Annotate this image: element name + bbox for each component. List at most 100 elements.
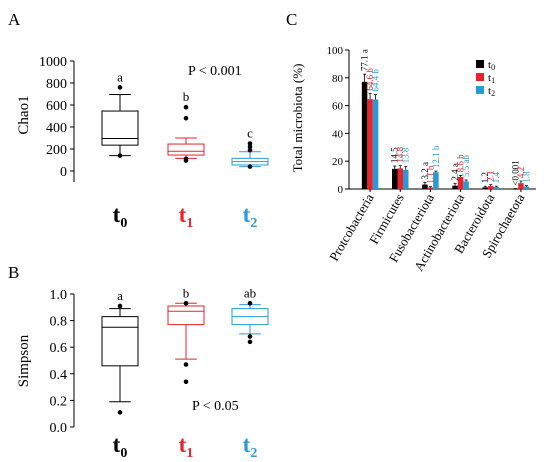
panel-b-pvalue: P < 0.05	[192, 399, 239, 414]
significance-letter: a	[117, 288, 123, 303]
data-label: 5.5 ab	[461, 154, 471, 176]
data-label: 64.6 b	[365, 68, 375, 91]
bar-t2	[433, 172, 439, 189]
data-label: 14.8	[395, 146, 405, 162]
y-tick-label: 200	[46, 143, 67, 158]
outlier-point	[183, 104, 189, 110]
outlier-point	[117, 410, 123, 415]
outlier-point	[247, 334, 253, 339]
data-label: 3.2 a	[420, 162, 430, 180]
box-group-t2: c t2	[231, 126, 269, 231]
y-tick-label: 1.0	[50, 288, 68, 303]
data-label: 1.1 b	[425, 165, 435, 184]
data-label: 13.8	[401, 147, 411, 163]
bar-t2	[463, 181, 469, 189]
y-tick-label: 80	[332, 73, 344, 85]
group-label: t2	[243, 432, 258, 461]
bar-t0	[361, 81, 368, 189]
data-label: 12.1 b	[431, 145, 441, 168]
outlier-point	[247, 339, 253, 345]
iqr-box	[167, 143, 205, 156]
outlier-point	[247, 301, 253, 306]
panel-b-boxplot: Simpson P < 0.05 0.0 0.2 0.4 0.6 0.8 1.0 a t0 b t…	[16, 285, 269, 461]
data-label: 2.4 a	[450, 163, 460, 181]
outlier-point	[183, 379, 189, 385]
box-group-t1: b t1	[167, 285, 205, 461]
data-label: 77.1 a	[360, 49, 370, 71]
y-tick-label: 400	[46, 121, 67, 136]
y-tick-label: 0.6	[50, 341, 68, 356]
panel-b-letter: B	[8, 263, 19, 282]
box-group-t1: b t1	[167, 89, 205, 231]
panel-a-letter: A	[8, 10, 21, 29]
y-tick-label: 100	[327, 45, 344, 57]
bar-t2	[493, 187, 499, 189]
group-label: t0	[113, 202, 128, 231]
panel-a-ylabel: Chao1	[16, 95, 32, 134]
outlier-point	[183, 156, 189, 162]
bar-t1	[427, 187, 434, 189]
legend-swatch-t2	[476, 86, 484, 94]
significance-letter: b	[183, 285, 190, 300]
bar-t0	[512, 188, 519, 190]
panel-a-pvalue: P < 0.001	[188, 64, 242, 79]
iqr-box	[167, 305, 205, 326]
panel-c-ylabel: Total microbiota (%)	[290, 64, 305, 173]
panel-b-ylabel: Simpson	[16, 334, 32, 387]
group-label: t1	[179, 202, 194, 231]
significance-letter: a	[117, 69, 123, 84]
y-tick-label: 40	[332, 128, 344, 140]
legend-label-t1: t1	[488, 72, 495, 85]
y-tick-label: 20	[332, 156, 344, 168]
data-label: 1.4	[491, 171, 501, 183]
significance-letter: b	[183, 89, 190, 104]
bar-t0	[452, 185, 458, 189]
category-label: Protcobacteria	[326, 191, 377, 264]
bar-t0	[482, 187, 488, 189]
y-tick-label: 0	[60, 165, 67, 180]
y-tick-label: 0.2	[50, 394, 68, 409]
y-tick-label: 0.0	[50, 421, 68, 436]
y-tick-label: 0	[338, 184, 344, 196]
data-label: 4.2	[516, 167, 526, 178]
box-group-t0: a t0	[101, 288, 139, 461]
data-label: 8.6 b	[456, 154, 466, 173]
legend-swatch-t0	[476, 60, 484, 68]
legend-label-t0: t0	[488, 59, 495, 72]
box-group-t0: a t0	[101, 69, 139, 231]
group-label: t1	[179, 432, 194, 461]
bar-t1	[397, 168, 403, 189]
bar-t1	[488, 186, 494, 189]
outlier-point	[247, 147, 253, 153]
outlier-point	[117, 85, 123, 90]
bar-t0	[422, 184, 428, 189]
panel-c-letter: C	[286, 10, 297, 29]
data-label: <0.001	[510, 160, 520, 185]
bar-t1	[367, 99, 373, 189]
outlier-point	[247, 164, 253, 169]
bar-t2	[523, 186, 530, 189]
y-tick-label: 800	[46, 77, 67, 92]
data-label: 14.5	[390, 147, 400, 163]
outlier-point	[183, 301, 189, 306]
outlier-point	[183, 362, 189, 367]
outlier-point	[183, 115, 189, 121]
panel-a-boxplot: Chao1 P < 0.001 0 200 400 600 800 1000 a t0 b t1 c…	[16, 55, 269, 231]
bar-t0	[392, 168, 398, 189]
outlier-point	[117, 303, 123, 309]
y-tick-label: 600	[46, 99, 67, 114]
y-tick-label: 1000	[39, 55, 67, 70]
outlier-point	[247, 144, 253, 150]
iqr-box	[101, 316, 139, 367]
significance-letter: c	[247, 126, 253, 141]
box-group-t2: ab t2	[231, 285, 269, 461]
bar-t2	[372, 99, 379, 189]
iqr-box	[101, 110, 139, 146]
y-tick-label: 0.8	[50, 315, 68, 330]
data-label: 1.8	[521, 171, 531, 183]
legend-label-t2: t2	[488, 85, 495, 98]
group-label: t2	[243, 202, 258, 231]
data-label: 2.1	[486, 170, 496, 181]
significance-letter: ab	[244, 285, 256, 300]
